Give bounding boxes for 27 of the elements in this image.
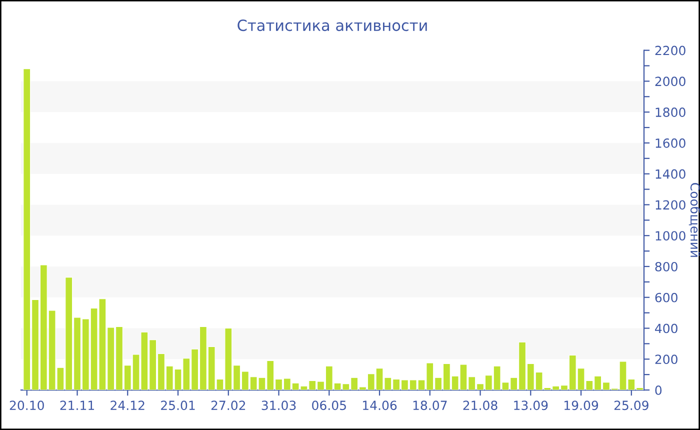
y-tick-label: 0 (655, 385, 662, 395)
x-tick-label: 31.03 (262, 400, 296, 410)
x-tick-label: 13.09 (514, 400, 548, 410)
x-tick-label: 20.10 (10, 400, 44, 410)
x-tick-label: 27.02 (211, 400, 246, 410)
chart-title: Статистика активности (238, 20, 427, 32)
y-tick-label: 1000 (656, 231, 686, 241)
x-tick-label: 14.06 (363, 400, 397, 410)
x-tick-label: 19.09 (564, 400, 598, 410)
y-tick-label: 800 (655, 262, 678, 272)
y-tick-label: 1400 (656, 169, 686, 179)
x-tick-label: 21.08 (463, 400, 498, 410)
y-tick-label: 600 (655, 292, 678, 302)
x-tick-label: 25.01 (161, 400, 195, 410)
y-tick-label: 200 (655, 354, 678, 364)
y-tick-label: 1600 (656, 138, 686, 148)
x-tick-label: 18.07 (413, 400, 447, 410)
x-tick-label: 06.05 (312, 400, 346, 410)
y-tick-label: 400 (655, 324, 678, 334)
y-tick-label: 2000 (655, 76, 686, 86)
x-tick-label: 24.12 (110, 400, 144, 410)
x-tick-label: 21.11 (60, 400, 94, 410)
y-tick-label: 2200 (655, 46, 686, 56)
x-tick-label: 25.09 (614, 400, 648, 410)
y-tick-label: 1200 (656, 200, 686, 210)
y-axis-title: Сообщений (688, 183, 700, 257)
y-tick-label: 1800 (656, 108, 686, 117)
